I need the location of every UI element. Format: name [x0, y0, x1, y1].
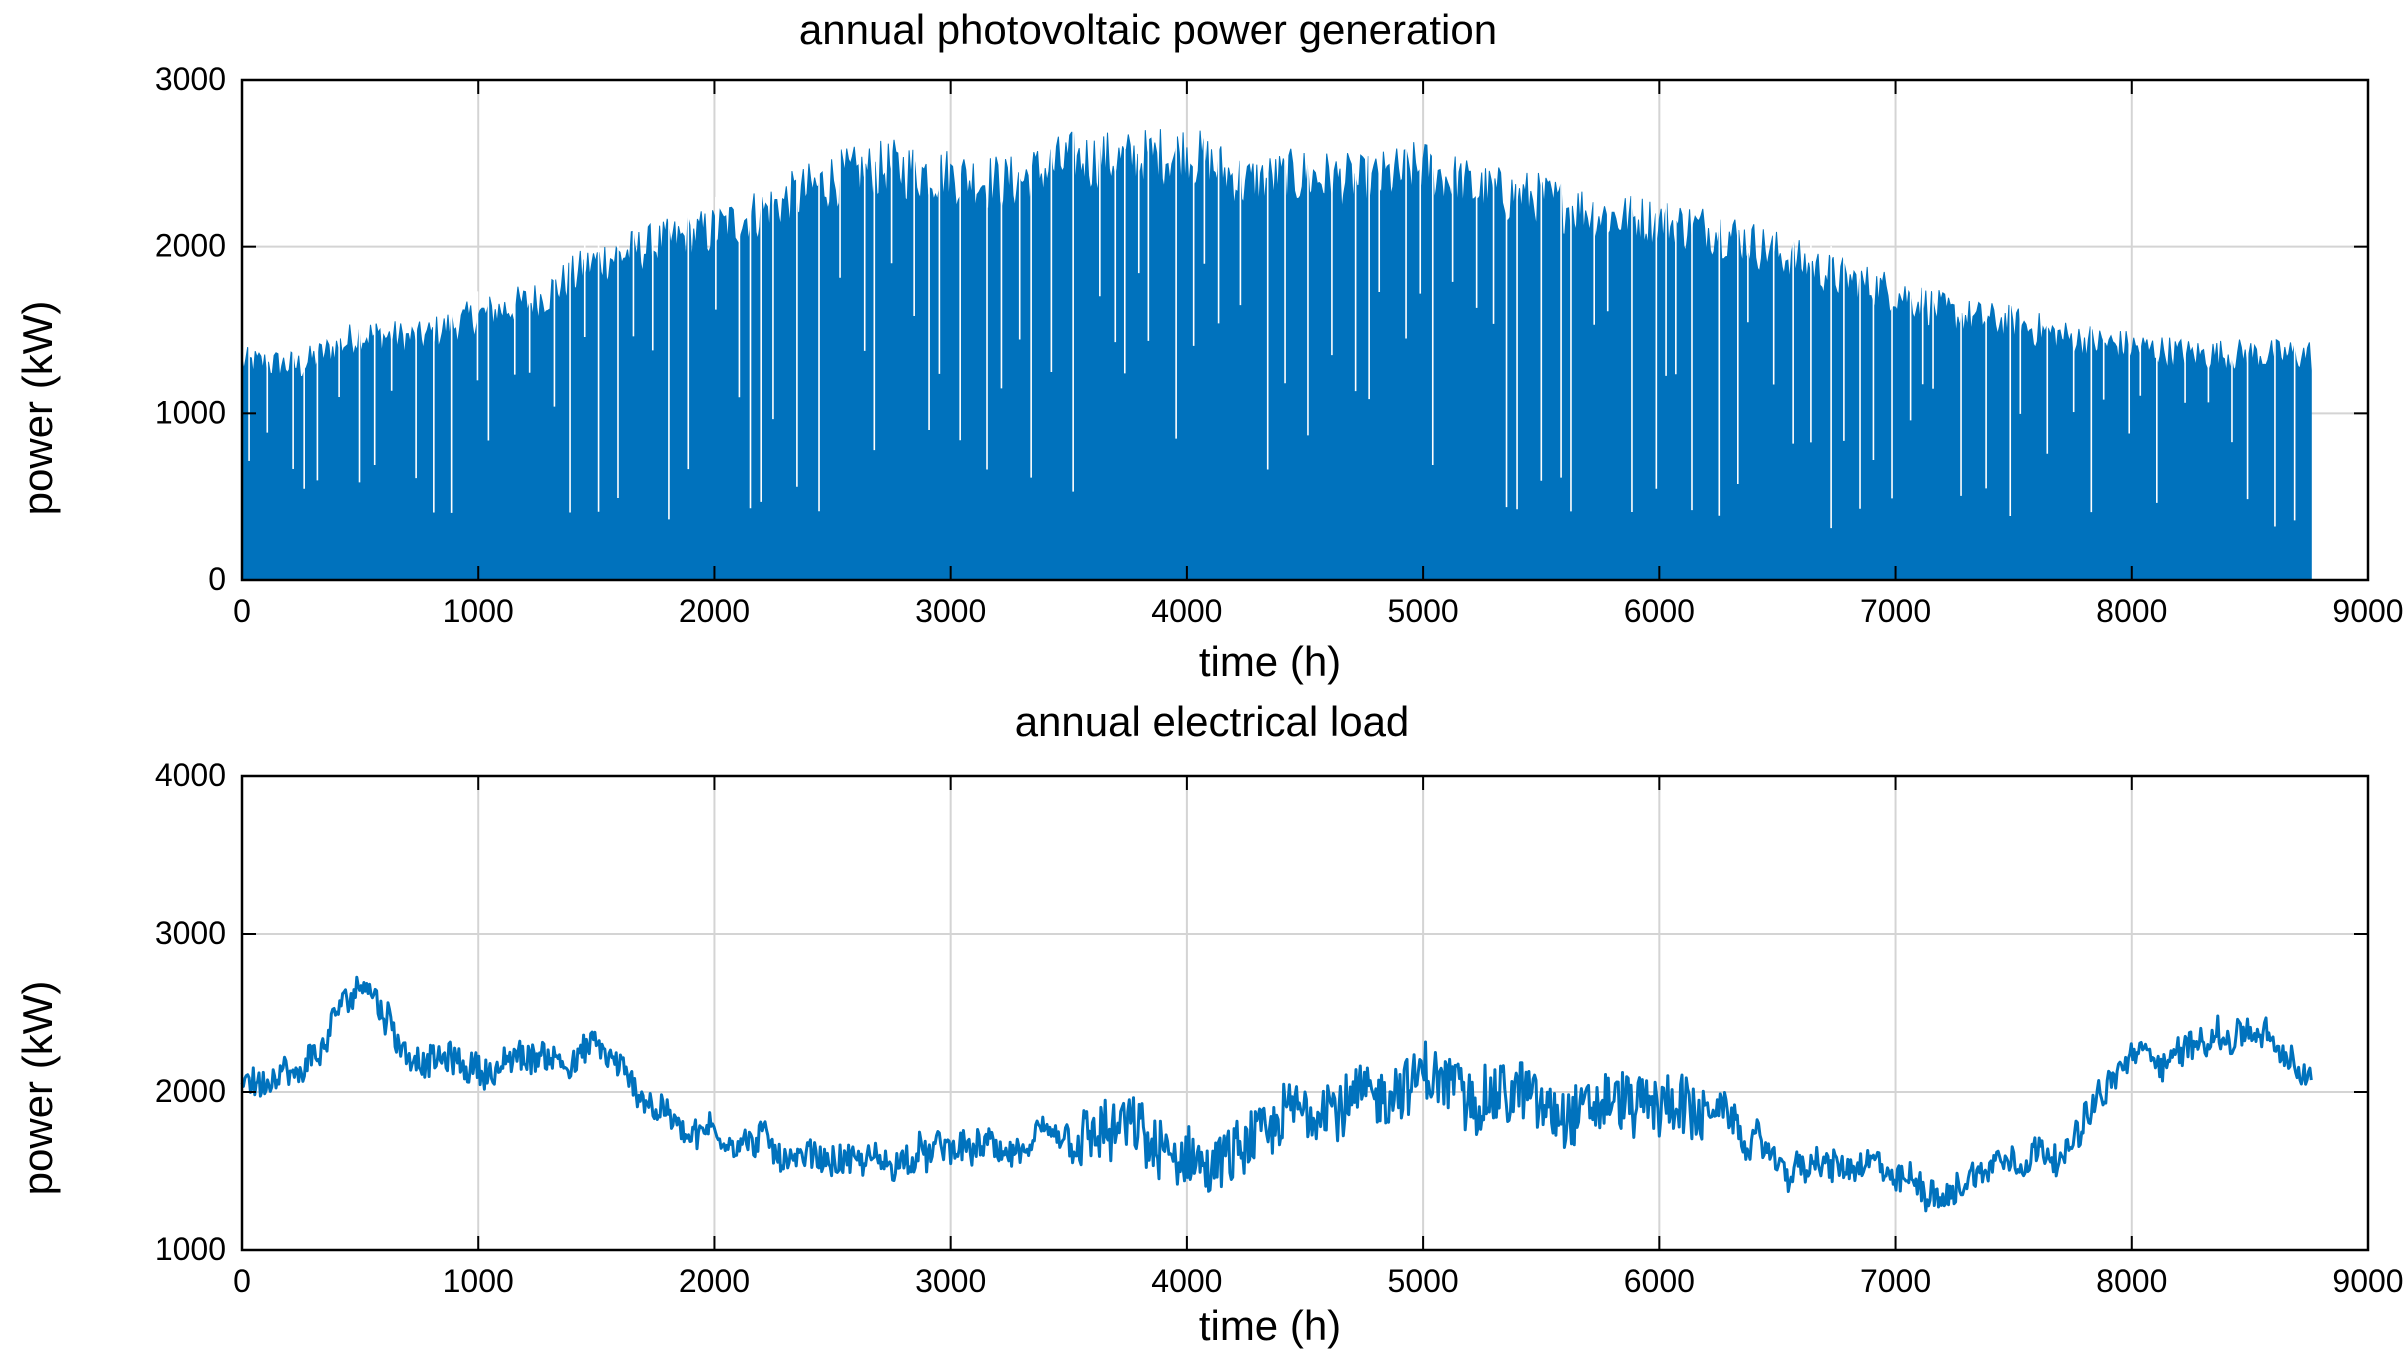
x-tick-label: 0: [233, 593, 251, 629]
load-y-axis-label: power (kW): [14, 981, 61, 1196]
x-tick-label: 5000: [1388, 593, 1459, 629]
load-tick-marks: [241, 775, 2369, 1251]
x-tick-label: 2000: [679, 1263, 750, 1299]
load-grid: [242, 776, 2368, 1250]
y-tick-label: 1000: [155, 394, 226, 430]
x-tick-label: 8000: [2096, 593, 2167, 629]
x-tick-label: 5000: [1388, 1263, 1459, 1299]
x-tick-label: 3000: [915, 1263, 986, 1299]
x-tick-label: 2000: [679, 593, 750, 629]
x-tick-label: 8000: [2096, 1263, 2167, 1299]
y-tick-label: 2000: [155, 228, 226, 264]
pv-axes-box: [240, 78, 2370, 582]
x-tick-label: 1000: [443, 593, 514, 629]
pv-generation-chart: 0 1000 2000 3000 4000 5000 6000 7000 8000 9000 0 1…: [14, 6, 2404, 685]
x-tick-label: 6000: [1624, 1263, 1695, 1299]
load-x-axis-label: time (h): [1199, 1302, 1341, 1349]
pv-series-area: [241, 129, 2312, 581]
y-tick-label: 4000: [155, 757, 226, 793]
electrical-load-chart: 0 1000 2000 3000 4000 5000 6000 7000 8000 9000 10…: [14, 698, 2404, 1349]
x-tick-label: 4000: [1151, 593, 1222, 629]
pv-y-tick-labels: 0 1000 2000 3000: [155, 61, 226, 597]
x-tick-label: 7000: [1860, 1263, 1931, 1299]
y-tick-label: 3000: [155, 915, 226, 951]
x-tick-label: 9000: [2332, 593, 2403, 629]
y-tick-label: 3000: [155, 61, 226, 97]
x-tick-label: 1000: [443, 1263, 514, 1299]
y-tick-label: 1000: [155, 1231, 226, 1267]
load-axes-box: [240, 774, 2370, 1252]
x-tick-label: 3000: [915, 593, 986, 629]
load-y-tick-labels: 1000 2000 3000 4000: [155, 757, 226, 1267]
x-tick-label: 9000: [2332, 1263, 2403, 1299]
pv-chart-title: annual photovoltaic power generation: [799, 6, 1497, 53]
load-series-line: [240, 975, 2313, 1213]
x-tick-label: 0: [233, 1263, 251, 1299]
pv-daily-dips: [248, 114, 2296, 529]
pv-y-axis-label: power (kW): [14, 301, 61, 516]
load-x-tick-labels: 0 1000 2000 3000 4000 5000 6000 7000 8000 9000: [233, 1263, 2403, 1299]
y-tick-label: 0: [208, 561, 226, 597]
pv-x-tick-labels: 0 1000 2000 3000 4000 5000 6000 7000 8000 9000: [233, 593, 2403, 629]
pv-x-axis-label: time (h): [1199, 638, 1341, 685]
pv-tick-marks: [241, 79, 2369, 581]
y-tick-label: 2000: [155, 1073, 226, 1109]
load-chart-title: annual electrical load: [1015, 698, 1410, 745]
x-tick-label: 4000: [1151, 1263, 1222, 1299]
x-tick-label: 6000: [1624, 593, 1695, 629]
x-tick-label: 7000: [1860, 593, 1931, 629]
